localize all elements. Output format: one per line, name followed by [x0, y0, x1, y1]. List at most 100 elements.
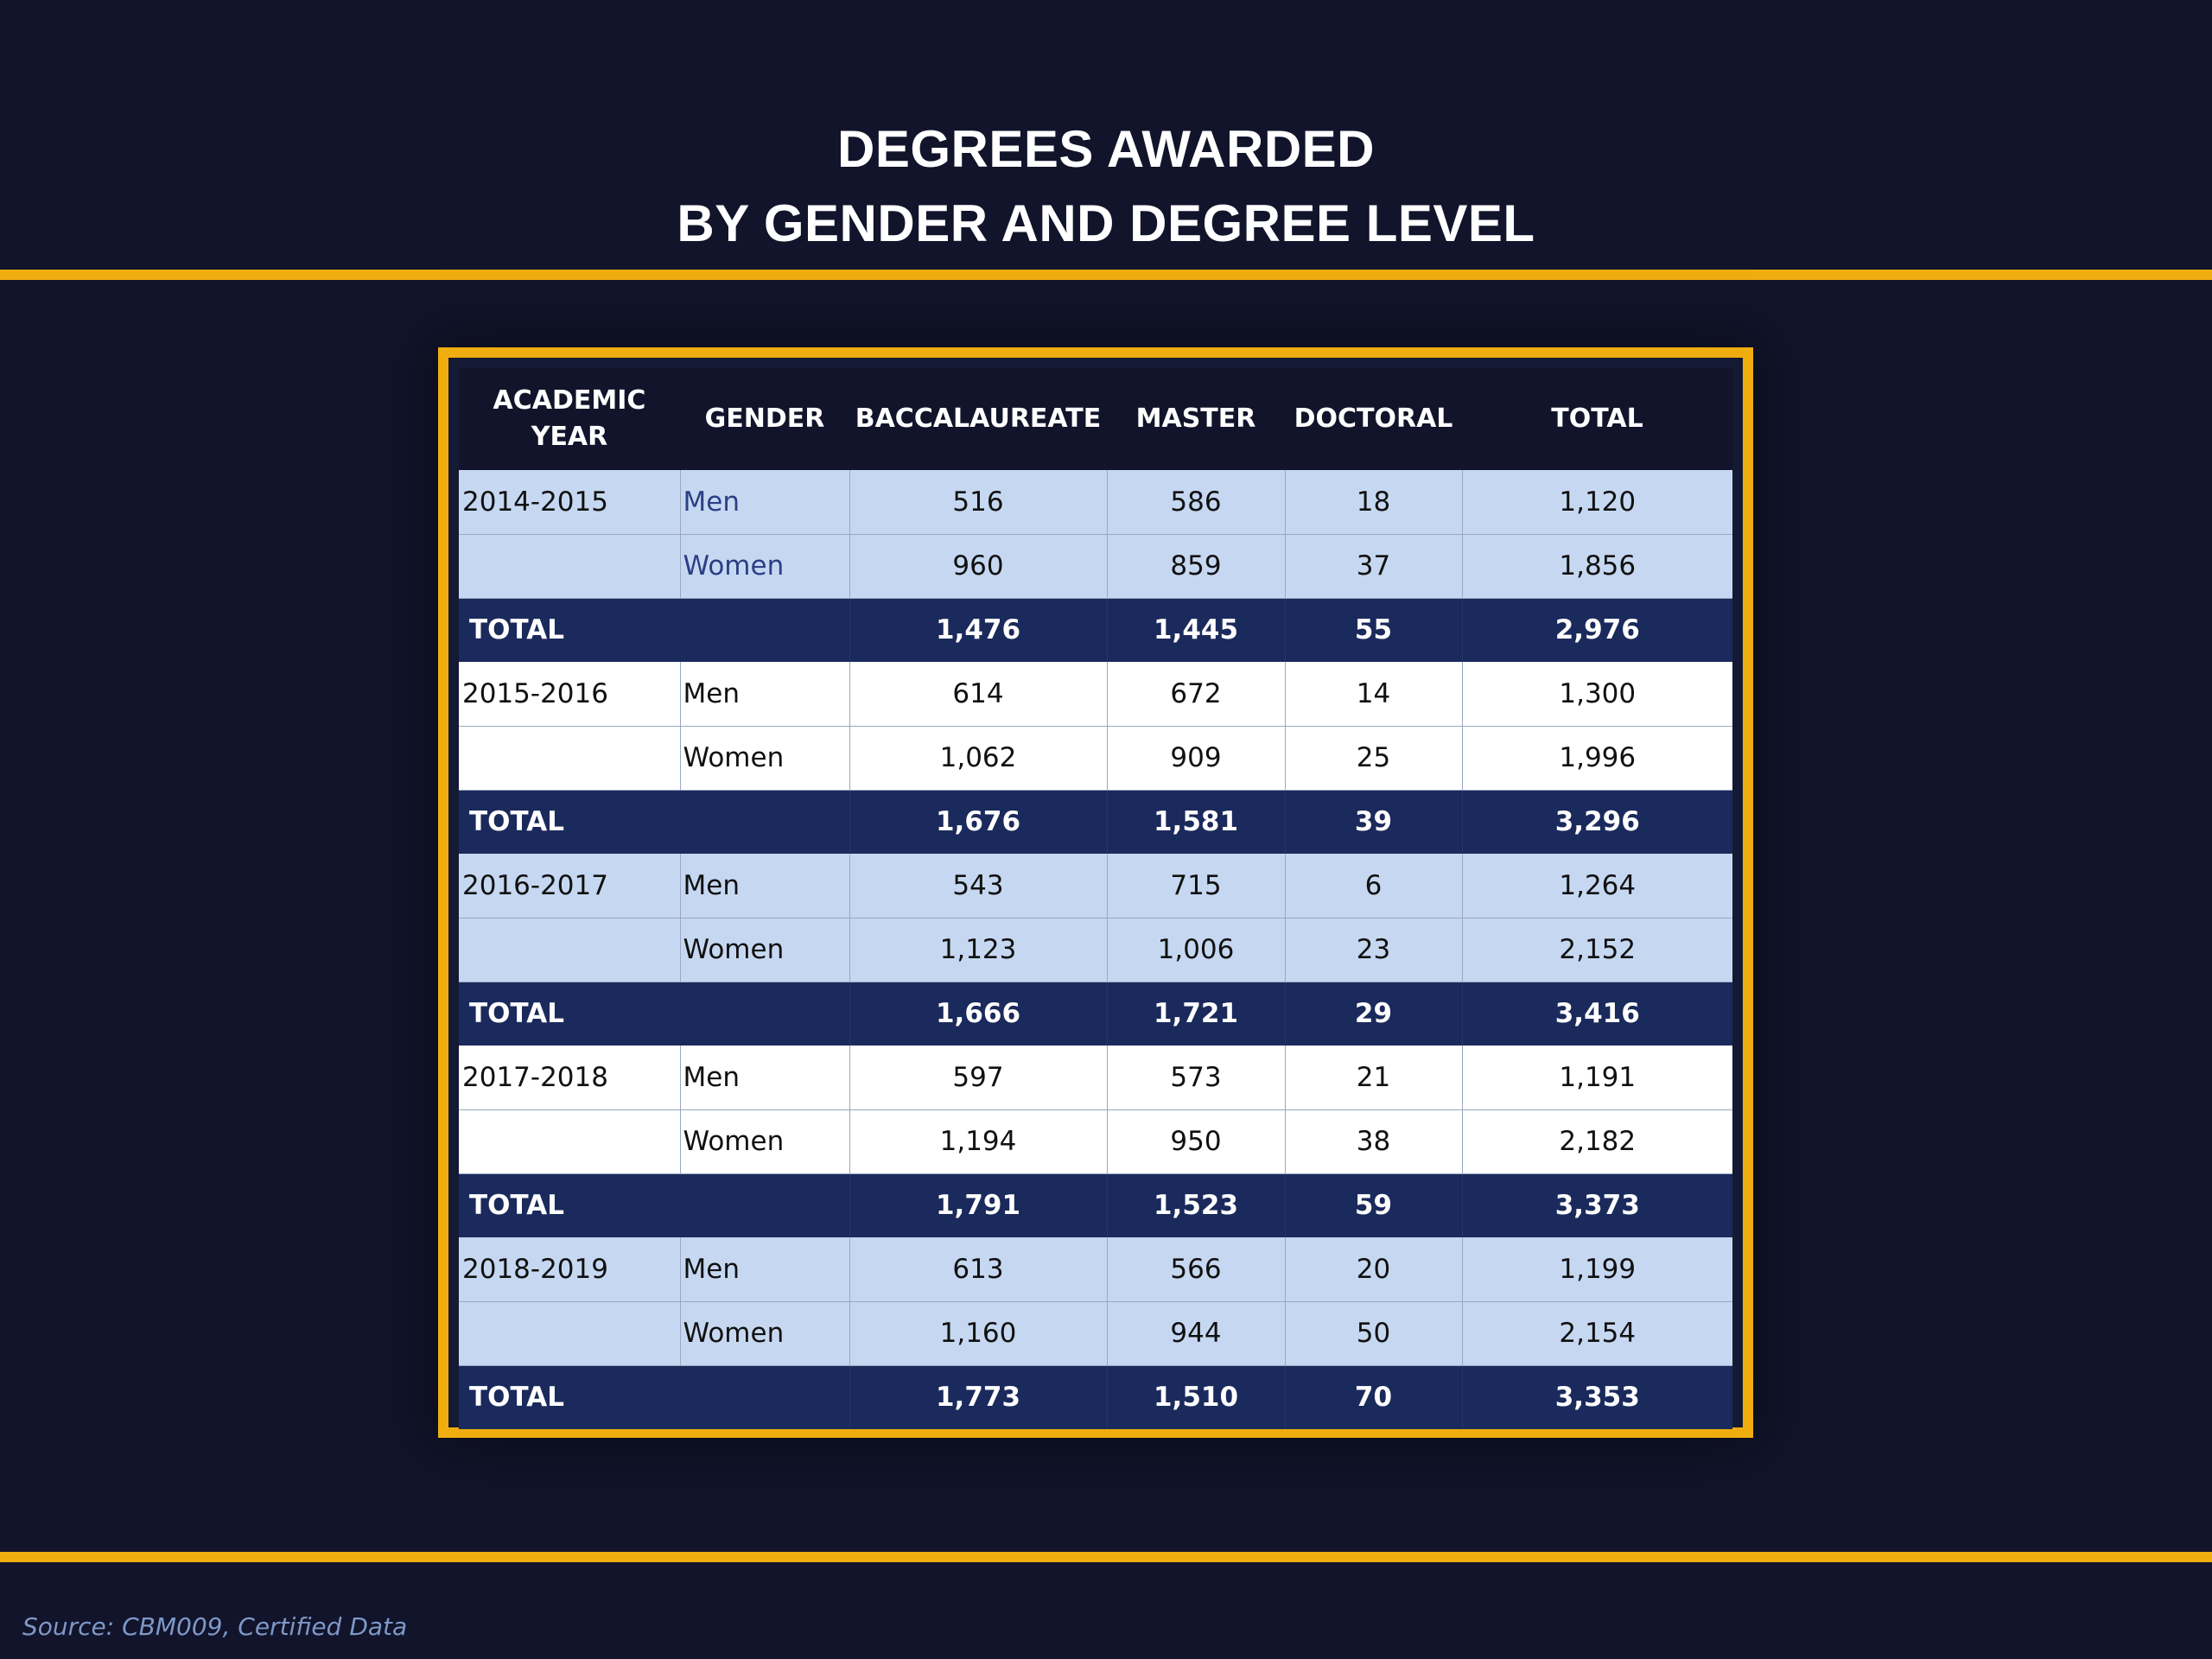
doctoral-cell: 59 — [1285, 1173, 1463, 1237]
total-row: TOTAL 1,773 1,510 70 3,353 — [459, 1365, 1732, 1429]
master-cell: 859 — [1107, 534, 1286, 599]
baccalaureate-cell: 1,062 — [849, 726, 1108, 791]
master-cell: 944 — [1107, 1301, 1286, 1366]
total-cell: 2,154 — [1462, 1301, 1732, 1366]
baccalaureate-cell: 1,476 — [849, 598, 1108, 662]
empty-cell — [680, 1365, 850, 1429]
doctoral-cell: 14 — [1285, 662, 1463, 727]
total-cell: 2,152 — [1462, 918, 1732, 982]
total-cell: 1,199 — [1462, 1237, 1732, 1302]
header-row: ACADEMIC YEAR GENDER BACCALAUREATE MASTE… — [459, 368, 1732, 470]
top-divider — [0, 270, 2212, 280]
gender-cell: Women — [680, 534, 850, 599]
page-title: DEGREES AWARDED BY GENDER AND DEGREE LEV… — [0, 112, 2212, 261]
master-cell: 566 — [1107, 1237, 1286, 1302]
total-label-cell: TOTAL — [459, 982, 680, 1046]
gender-cell: Men — [680, 470, 850, 535]
table-row: 2017-2018 Men 597 573 21 1,191 — [459, 1046, 1732, 1110]
empty-cell — [680, 790, 850, 854]
baccalaureate-cell: 614 — [849, 662, 1108, 727]
total-cell: 2,976 — [1462, 598, 1732, 662]
baccalaureate-cell: 543 — [849, 854, 1108, 918]
doctoral-cell: 21 — [1285, 1046, 1463, 1110]
master-cell: 950 — [1107, 1109, 1286, 1174]
doctoral-cell: 39 — [1285, 790, 1463, 854]
master-cell: 1,581 — [1107, 790, 1286, 854]
master-cell: 573 — [1107, 1046, 1286, 1110]
baccalaureate-cell: 1,123 — [849, 918, 1108, 982]
total-cell: 1,996 — [1462, 726, 1732, 791]
total-label-cell: TOTAL — [459, 1365, 680, 1429]
baccalaureate-cell: 516 — [849, 470, 1108, 535]
baccalaureate-cell: 1,666 — [849, 982, 1108, 1046]
degrees-table: ACADEMIC YEAR GENDER BACCALAUREATE MASTE… — [459, 368, 1732, 1429]
master-cell: 1,721 — [1107, 982, 1286, 1046]
gender-cell: Women — [680, 1109, 850, 1174]
doctoral-cell: 70 — [1285, 1365, 1463, 1429]
year-cell: 2016-2017 — [459, 854, 681, 918]
year-cell: 2014-2015 — [459, 470, 681, 535]
total-cell: 3,416 — [1462, 982, 1732, 1046]
total-cell: 3,296 — [1462, 790, 1732, 854]
empty-cell — [680, 1173, 850, 1237]
table-row: Women 1,062 909 25 1,996 — [459, 726, 1732, 791]
baccalaureate-cell: 1,791 — [849, 1173, 1108, 1237]
year-cell: 2017-2018 — [459, 1046, 681, 1110]
total-row: TOTAL 1,791 1,523 59 3,373 — [459, 1173, 1732, 1237]
gender-cell: Men — [680, 854, 850, 918]
header-baccalaureate: BACCALAUREATE — [849, 368, 1107, 470]
year-cell — [459, 918, 681, 982]
title-line-2: BY GENDER AND DEGREE LEVEL — [677, 194, 1535, 252]
master-cell: 1,445 — [1107, 598, 1286, 662]
doctoral-cell: 29 — [1285, 982, 1463, 1046]
gender-cell: Women — [680, 726, 850, 791]
total-row: TOTAL 1,476 1,445 55 2,976 — [459, 598, 1732, 662]
master-cell: 586 — [1107, 470, 1286, 535]
total-cell: 3,353 — [1462, 1365, 1732, 1429]
master-cell: 909 — [1107, 726, 1286, 791]
gender-cell: Women — [680, 1301, 850, 1366]
table-frame: ACADEMIC YEAR GENDER BACCALAUREATE MASTE… — [438, 347, 1753, 1438]
header-academic-year-line-2: YEAR — [531, 422, 608, 452]
table-row: Women 960 859 37 1,856 — [459, 534, 1732, 599]
total-cell: 1,264 — [1462, 854, 1732, 918]
gender-cell: Men — [680, 1237, 850, 1302]
table-row: 2015-2016 Men 614 672 14 1,300 — [459, 662, 1732, 727]
empty-cell — [680, 982, 850, 1046]
doctoral-cell: 6 — [1285, 854, 1463, 918]
header-master: MASTER — [1107, 368, 1285, 470]
table-row: Women 1,123 1,006 23 2,152 — [459, 918, 1732, 982]
header-academic-year-line-1: ACADEMIC — [493, 385, 646, 416]
total-cell: 1,300 — [1462, 662, 1732, 727]
year-cell — [459, 1109, 681, 1174]
baccalaureate-cell: 613 — [849, 1237, 1108, 1302]
baccalaureate-cell: 1,160 — [849, 1301, 1108, 1366]
doctoral-cell: 25 — [1285, 726, 1463, 791]
master-cell: 1,510 — [1107, 1365, 1286, 1429]
title-line-1: DEGREES AWARDED — [836, 120, 1376, 178]
doctoral-cell: 37 — [1285, 534, 1463, 599]
total-cell: 1,856 — [1462, 534, 1732, 599]
header-doctoral: DOCTORAL — [1285, 368, 1462, 470]
master-cell: 715 — [1107, 854, 1286, 918]
doctoral-cell: 55 — [1285, 598, 1463, 662]
header-academic-year: ACADEMIC YEAR — [459, 368, 680, 470]
total-cell: 3,373 — [1462, 1173, 1732, 1237]
master-cell: 672 — [1107, 662, 1286, 727]
doctoral-cell: 50 — [1285, 1301, 1463, 1366]
total-cell: 1,120 — [1462, 470, 1732, 535]
total-row: TOTAL 1,676 1,581 39 3,296 — [459, 790, 1732, 854]
doctoral-cell: 18 — [1285, 470, 1463, 535]
year-cell — [459, 726, 681, 791]
total-label-cell: TOTAL — [459, 1173, 680, 1237]
total-cell: 2,182 — [1462, 1109, 1732, 1174]
table-row: Women 1,194 950 38 2,182 — [459, 1109, 1732, 1174]
empty-cell — [680, 598, 850, 662]
table-row: 2014-2015 Men 516 586 18 1,120 — [459, 470, 1732, 535]
baccalaureate-cell: 960 — [849, 534, 1108, 599]
source-note: Source: CBM009, Certified Data — [22, 1612, 408, 1641]
baccalaureate-cell: 1,194 — [849, 1109, 1108, 1174]
table-row: 2018-2019 Men 613 566 20 1,199 — [459, 1237, 1732, 1302]
year-cell — [459, 1301, 681, 1366]
year-cell — [459, 534, 681, 599]
